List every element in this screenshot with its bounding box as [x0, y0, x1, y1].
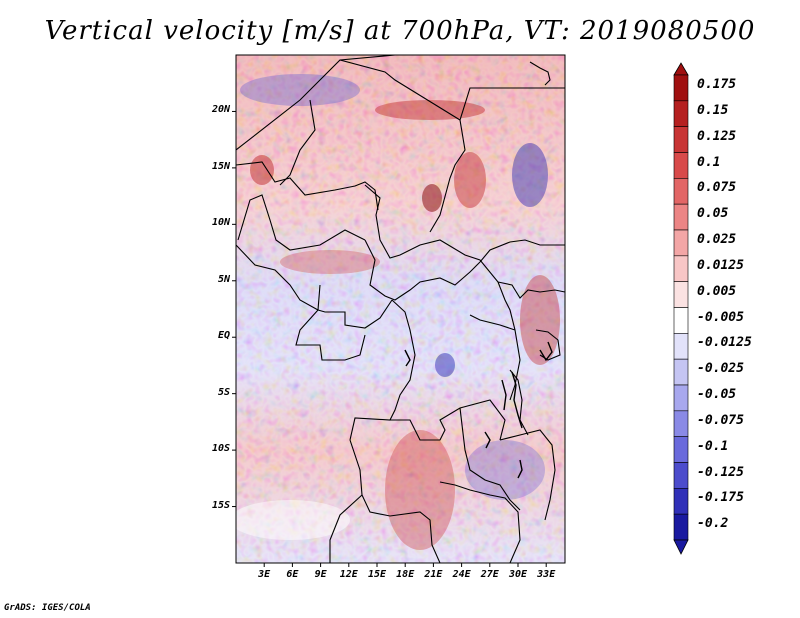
lakes — [404, 341, 553, 479]
colorbar-level-label: 0.005 — [697, 283, 737, 299]
colorbar-level-label: -0.025 — [697, 361, 744, 377]
colorbar-segment — [673, 333, 689, 360]
page-title: Vertical velocity [m/s] at 700hPa, VT: 2… — [44, 16, 756, 46]
colorbar-level-label: -0.05 — [697, 387, 737, 402]
y-tick-label: 15S — [211, 499, 230, 511]
colorbar-level-label: 0.0125 — [697, 257, 744, 273]
y-tick-label: 20N — [211, 104, 230, 116]
x-tick-label: 15E — [367, 569, 387, 580]
colorbar-level-label: 0.175 — [697, 77, 737, 92]
x-tick-label: 21E — [424, 569, 443, 580]
x-tick-marks — [263, 563, 547, 567]
colorbar-level-label: -0.175 — [697, 490, 744, 506]
y-tick-marks — [232, 110, 236, 508]
x-tick-label: 27E — [480, 569, 499, 580]
colorbar-level-label: 0.1 — [697, 154, 721, 170]
x-tick-label: 18E — [396, 569, 415, 580]
colorbar-segment — [673, 178, 689, 205]
colorbar-segment — [673, 462, 689, 489]
colorbar-level-label: -0.005 — [697, 309, 744, 325]
colorbar-segment — [673, 281, 689, 308]
plot-frame — [235, 54, 566, 564]
colorbar-level-label: -0.0125 — [697, 335, 752, 351]
x-tick-label: 3E — [258, 569, 271, 580]
x-tick-label: 6E — [286, 569, 299, 580]
colorbar-segment — [673, 488, 689, 515]
x-tick-label: 9E — [314, 569, 327, 580]
colorbar-segment — [673, 126, 689, 153]
colorbar-level-label: -0.2 — [697, 516, 729, 532]
colorbar-segment — [673, 513, 689, 541]
x-tick-label: 24E — [452, 569, 471, 580]
colorbar-level-label: 0.05 — [697, 206, 729, 222]
y-tick-label: EQ — [217, 330, 230, 342]
country-borders — [236, 55, 565, 563]
vertical-velocity-field — [236, 55, 565, 563]
y-tick-label: 15N — [211, 160, 230, 172]
colorbar-extend-top — [673, 62, 689, 76]
colorbar-segment — [673, 152, 689, 179]
x-tick-label: 12E — [339, 569, 358, 580]
x-tick-label: 30E — [508, 569, 528, 580]
colorbar — [673, 62, 689, 555]
colorbar-segment — [673, 307, 689, 334]
y-tick-label: 5S — [217, 386, 230, 398]
colorbar-level-label: 0.15 — [697, 102, 729, 118]
colorbar-extend-bottom — [673, 539, 689, 555]
colorbar-segment — [673, 203, 689, 231]
colorbar-level-label: 0.025 — [697, 232, 737, 247]
colorbar-segment — [673, 255, 689, 282]
colorbar-level-label: -0.1 — [697, 438, 729, 454]
x-tick-label: 33E — [537, 569, 556, 580]
colorbar-segment — [673, 100, 689, 127]
colorbar-segment — [673, 229, 689, 257]
colorbar-segment — [673, 436, 689, 463]
colorbar-segment — [673, 74, 689, 102]
colorbar-level-label: 0.125 — [697, 128, 737, 144]
colorbar-segment — [673, 384, 689, 412]
colorbar-segment — [673, 358, 689, 386]
y-tick-label: 10S — [211, 443, 230, 455]
colorbar-level-label: -0.125 — [697, 464, 744, 480]
grads-credit: GrADS: IGES/COLA — [4, 603, 91, 613]
colorbar-level-label: 0.075 — [697, 180, 737, 196]
colorbar-level-label: -0.075 — [697, 412, 744, 428]
colorbar-segment — [673, 410, 689, 437]
y-tick-label: 5N — [217, 273, 230, 285]
y-tick-label: 10N — [211, 217, 230, 229]
